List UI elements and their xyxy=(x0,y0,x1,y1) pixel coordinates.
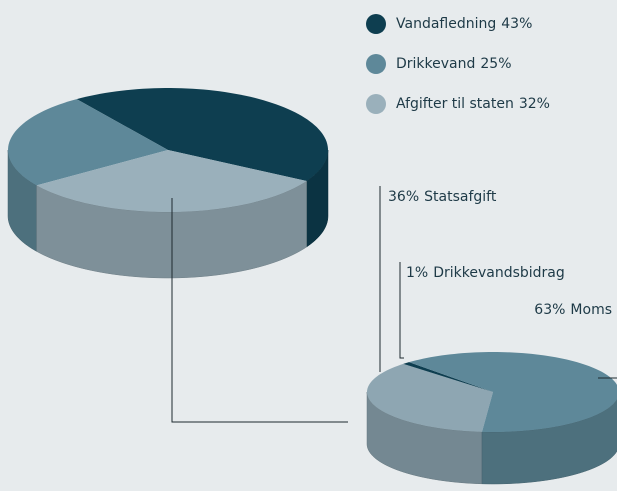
legend-swatch xyxy=(366,54,386,74)
connector xyxy=(171,198,348,423)
slice xyxy=(409,352,617,432)
slice xyxy=(76,88,328,181)
legend-value: 25% xyxy=(480,56,511,72)
legend-label: Afgifter til staten 32% xyxy=(396,96,550,112)
legend-label: Vandafledning 43% xyxy=(396,16,532,32)
legend-label: Drikkevand 25% xyxy=(396,56,512,72)
slice-value: 36% xyxy=(388,189,419,205)
slice-side xyxy=(366,391,483,485)
slice-name: Moms xyxy=(570,302,612,318)
slice-side xyxy=(481,398,617,485)
legend-swatch xyxy=(366,14,386,34)
slice-label: 1% Drikkevandsbidrag xyxy=(406,265,565,281)
slice-label: 63% Moms xyxy=(534,302,612,318)
slice-name: Drikkevandsbidrag xyxy=(433,265,565,281)
slice xyxy=(367,363,493,432)
slice-label: 36% Statsafgift xyxy=(388,189,497,205)
legend-value: 32% xyxy=(519,96,550,112)
slice xyxy=(36,150,307,212)
slice xyxy=(403,362,493,392)
legend-name: Afgifter til staten xyxy=(396,96,514,112)
slice xyxy=(8,99,168,186)
slice-name: Statsafgift xyxy=(424,189,497,205)
legend-name: Vandafledning xyxy=(396,16,496,32)
legend-swatch xyxy=(366,94,386,114)
slice-value: 1% xyxy=(406,265,428,281)
slice-value: 63% xyxy=(534,302,565,318)
label-leader xyxy=(399,262,404,359)
legend-value: 43% xyxy=(501,16,532,32)
legend-name: Drikkevand xyxy=(396,56,475,72)
